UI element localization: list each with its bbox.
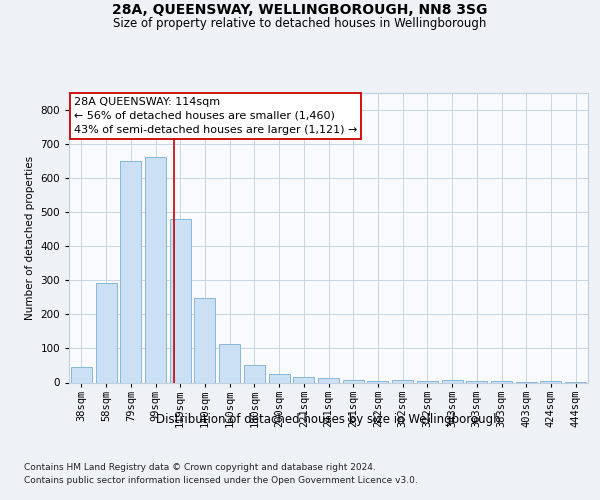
Bar: [442, 380, 463, 382]
Bar: [194, 298, 215, 382]
Bar: [541, 381, 562, 382]
Text: Contains HM Land Registry data © Crown copyright and database right 2024.: Contains HM Land Registry data © Crown c…: [24, 462, 376, 471]
Bar: [343, 380, 364, 382]
Bar: [219, 344, 240, 383]
Bar: [244, 366, 265, 382]
Bar: [269, 374, 290, 382]
Bar: [95, 283, 116, 382]
Text: 28A QUEENSWAY: 114sqm
← 56% of detached houses are smaller (1,460)
43% of semi-d: 28A QUEENSWAY: 114sqm ← 56% of detached …: [74, 97, 358, 135]
Bar: [367, 381, 388, 382]
Bar: [170, 220, 191, 382]
Text: Size of property relative to detached houses in Wellingborough: Size of property relative to detached ho…: [113, 16, 487, 30]
Text: 28A, QUEENSWAY, WELLINGBOROUGH, NN8 3SG: 28A, QUEENSWAY, WELLINGBOROUGH, NN8 3SG: [112, 2, 488, 16]
Text: Contains public sector information licensed under the Open Government Licence v3: Contains public sector information licen…: [24, 476, 418, 485]
Bar: [71, 367, 92, 382]
Y-axis label: Number of detached properties: Number of detached properties: [25, 156, 35, 320]
Bar: [318, 378, 339, 382]
Bar: [145, 158, 166, 382]
Text: Distribution of detached houses by size in Wellingborough: Distribution of detached houses by size …: [157, 412, 501, 426]
Bar: [466, 381, 487, 382]
Bar: [417, 381, 438, 382]
Bar: [293, 378, 314, 382]
Bar: [392, 380, 413, 382]
Bar: [120, 162, 141, 382]
